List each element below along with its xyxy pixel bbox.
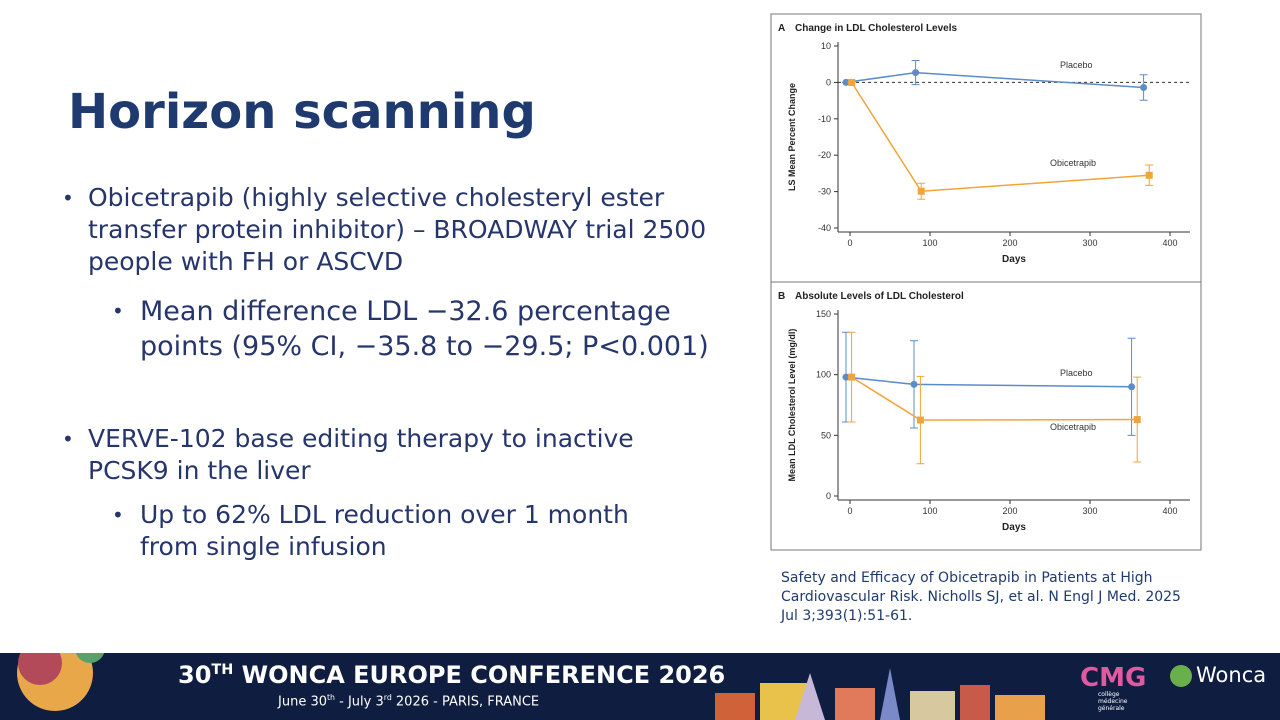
point xyxy=(842,78,850,86)
conference-name: 30TH WONCA EUROPE CONFERENCE 2026 xyxy=(178,661,726,689)
x-tick-label: 200 xyxy=(1002,506,1017,516)
bullet: VERVE-102 base editing therapy to inacti… xyxy=(62,423,688,487)
citation: Safety and Efficacy of Obicetrapib in Pa… xyxy=(781,570,1181,624)
x-tick-label: 400 xyxy=(1162,238,1177,248)
series-label: Obicetrapib xyxy=(1050,422,1096,432)
y-tick-label: -40 xyxy=(818,223,831,233)
x-axis-label: Days xyxy=(1002,254,1026,265)
point xyxy=(1133,416,1141,424)
bullet: Obicetrapib (highly selective cholestery… xyxy=(62,182,708,278)
panel-letter: A xyxy=(778,23,785,34)
y-tick-label: 0 xyxy=(826,77,831,87)
slide-title: Horizon scanning xyxy=(68,84,536,140)
x-axis-label: Days xyxy=(1002,522,1026,533)
y-tick-label: 100 xyxy=(816,370,831,380)
conference-date: June 30th - July 3rd 2026 - PARIS, FRANC… xyxy=(278,693,540,710)
sub-bullet: Mean difference LDL −32.6 percentage poi… xyxy=(112,294,710,364)
x-tick-label: 400 xyxy=(1162,506,1177,516)
logo-cmg: CMG xyxy=(1080,663,1147,693)
series-label: Placebo xyxy=(1060,368,1093,378)
point xyxy=(917,187,925,195)
panel-title: Change in LDL Cholesterol Levels xyxy=(795,23,958,34)
y-tick-label: 0 xyxy=(826,491,831,501)
point xyxy=(842,373,850,381)
y-tick-label: 150 xyxy=(816,309,831,319)
logo-wonca: Wonca xyxy=(1196,663,1267,687)
y-tick-label: 50 xyxy=(821,430,831,440)
y-tick-label: -10 xyxy=(818,114,831,124)
decoration xyxy=(17,653,105,711)
x-tick-label: 0 xyxy=(847,506,852,516)
x-tick-label: 300 xyxy=(1082,238,1097,248)
point xyxy=(1140,83,1148,91)
point xyxy=(1145,171,1153,179)
series-label: Placebo xyxy=(1060,60,1093,70)
logo-cmg-caption: collège médecine générale xyxy=(1098,691,1128,712)
point xyxy=(912,69,920,77)
x-tick-label: 0 xyxy=(847,238,852,248)
series-label: Obicetrapib xyxy=(1050,158,1096,168)
panel-letter: B xyxy=(778,291,785,302)
panel-title: Absolute Levels of LDL Cholesterol xyxy=(795,291,964,302)
y-tick-label: -20 xyxy=(818,150,831,160)
point xyxy=(1128,383,1136,391)
point xyxy=(848,78,856,86)
point xyxy=(848,373,856,381)
skyline xyxy=(715,668,1045,720)
y-axis-label: Mean LDL Cholesterol Level (mg/dl) xyxy=(787,329,797,482)
y-tick-label: 10 xyxy=(821,41,831,51)
point xyxy=(910,380,918,388)
point xyxy=(916,416,924,424)
x-tick-label: 200 xyxy=(1002,238,1017,248)
panel-frame xyxy=(770,13,1202,283)
x-tick-label: 100 xyxy=(922,238,937,248)
panel-frame xyxy=(770,281,1202,551)
x-tick-label: 300 xyxy=(1082,506,1097,516)
logo-globe xyxy=(1170,665,1192,687)
y-tick-label: -30 xyxy=(818,187,831,197)
y-axis-label: LS Mean Percent Change xyxy=(787,83,797,191)
sub-bullet: Up to 62% LDL reduction over 1 month fro… xyxy=(112,499,680,563)
x-tick-label: 100 xyxy=(922,506,937,516)
footer: 30TH WONCA EUROPE CONFERENCE 2026 June 3… xyxy=(0,653,1280,720)
